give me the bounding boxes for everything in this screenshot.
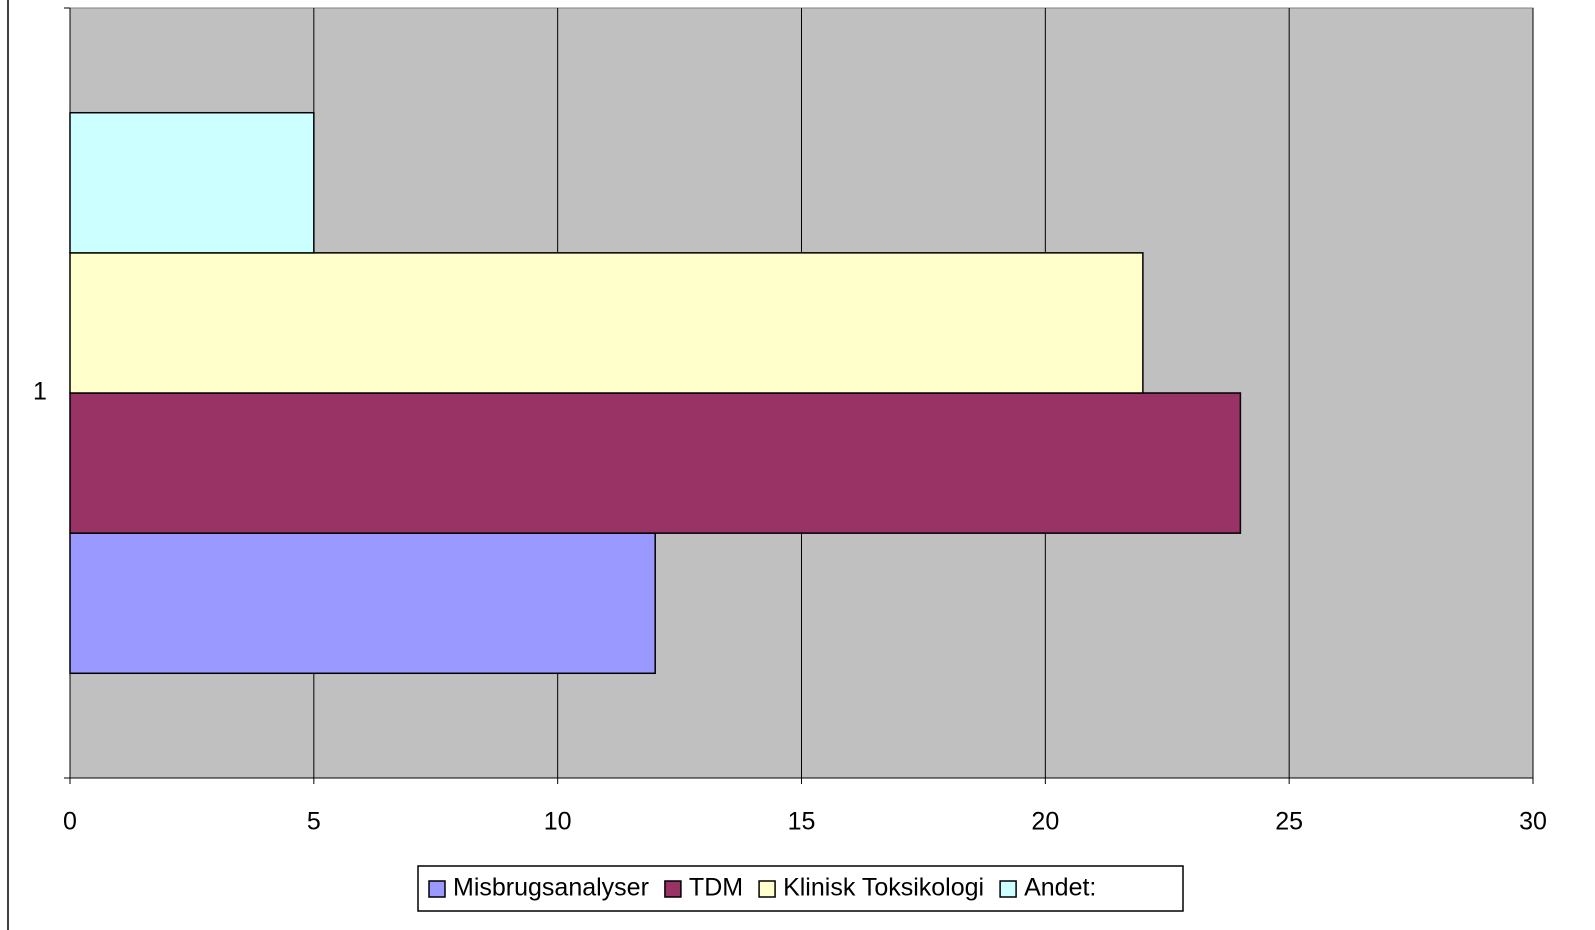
bar	[69, 532, 656, 675]
legend	[417, 865, 1184, 912]
x-tick-label: 30	[1519, 808, 1547, 836]
x-tick-label: 10	[544, 808, 572, 836]
legend-label: Misbrugsanalyser	[453, 874, 649, 902]
x-tick-label: 20	[1031, 808, 1059, 836]
bar	[69, 111, 315, 254]
legend-swatch	[664, 880, 682, 898]
x-tick-label: 15	[788, 808, 816, 836]
legend-label: Klinisk Toksikologi	[783, 874, 984, 902]
x-tick-label: 5	[307, 808, 321, 836]
y-tick-label: 1	[33, 378, 47, 406]
bar	[69, 392, 1242, 534]
bar	[69, 252, 1144, 394]
legend-swatch	[428, 880, 446, 898]
legend-label: TDM	[689, 874, 743, 902]
x-tick-label: 25	[1275, 808, 1303, 836]
legend-swatch	[999, 880, 1017, 898]
legend-label: Andet:	[1024, 874, 1096, 902]
x-tick-label: 0	[63, 808, 77, 836]
legend-swatch	[758, 880, 776, 898]
